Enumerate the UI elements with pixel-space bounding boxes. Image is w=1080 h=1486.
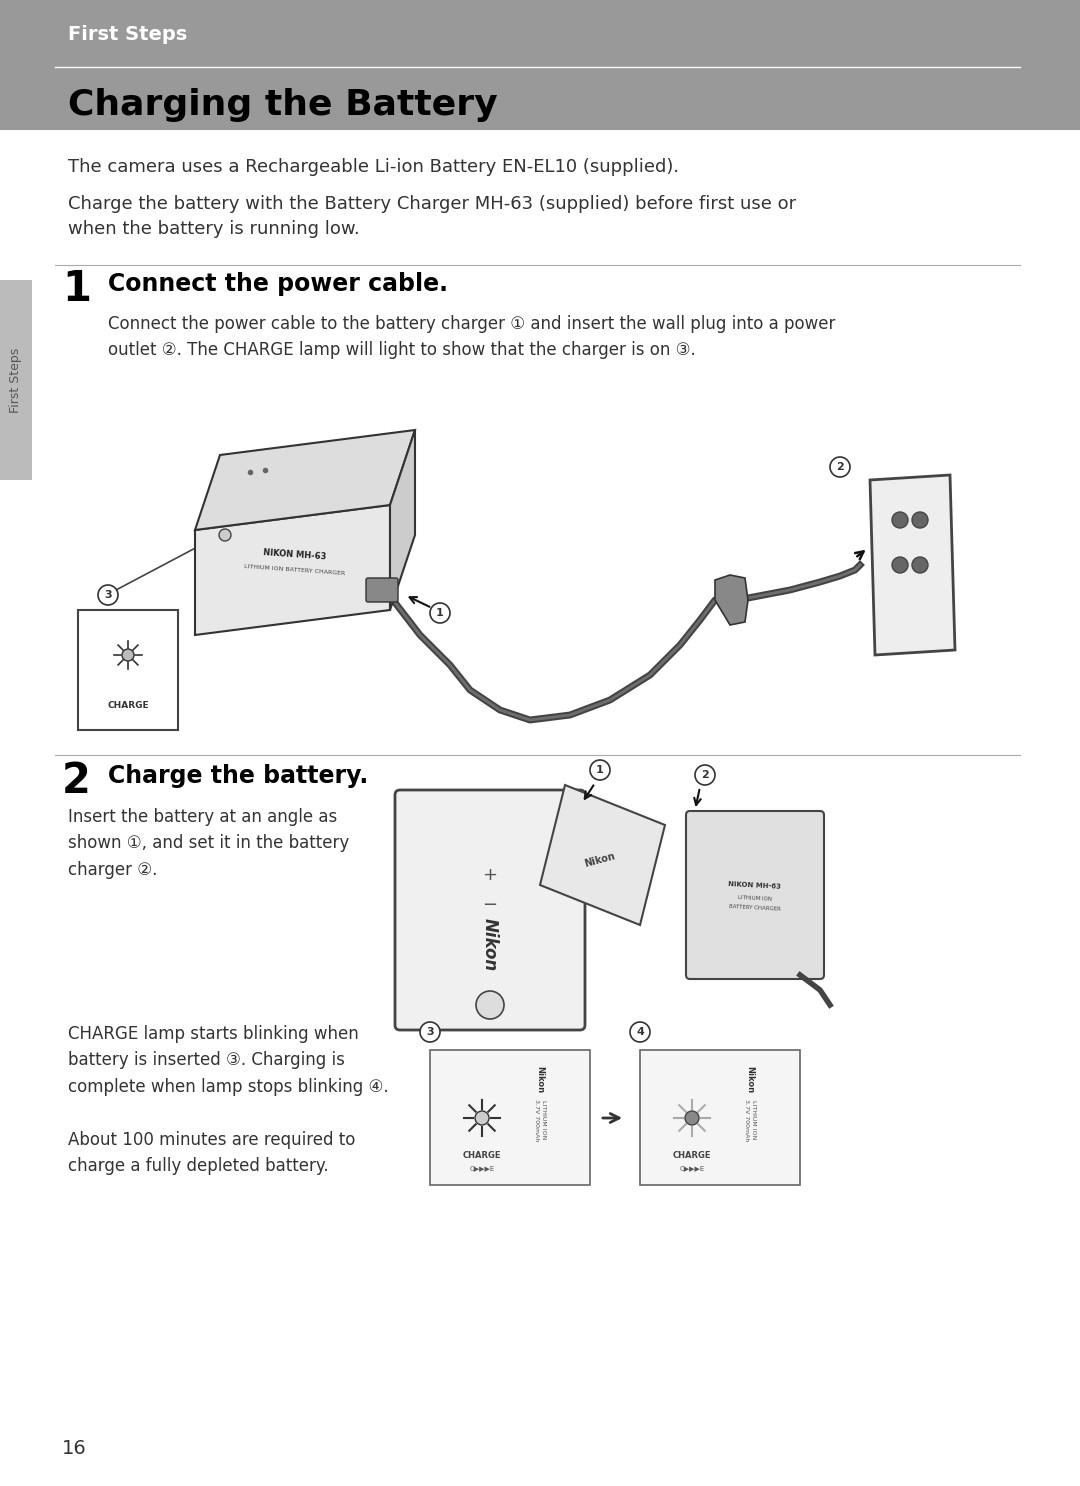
FancyArrowPatch shape	[694, 789, 701, 805]
Text: BATTERY CHARGER: BATTERY CHARGER	[729, 903, 781, 912]
Text: C▶▶▶E: C▶▶▶E	[470, 1165, 495, 1171]
Bar	[0, 279, 32, 480]
Circle shape	[630, 1022, 650, 1042]
Circle shape	[98, 585, 118, 605]
Text: CHARGE: CHARGE	[107, 700, 149, 709]
Polygon shape	[195, 505, 390, 635]
Text: 1: 1	[436, 608, 444, 618]
Text: LITHIUM ION: LITHIUM ION	[738, 895, 772, 902]
Circle shape	[831, 458, 850, 477]
Text: Nikon: Nikon	[536, 1067, 544, 1094]
Text: LITHIUM ION
3.7V 700mAh: LITHIUM ION 3.7V 700mAh	[744, 1098, 756, 1141]
FancyBboxPatch shape	[395, 791, 585, 1030]
Text: CHARGE: CHARGE	[462, 1150, 501, 1159]
Polygon shape	[715, 575, 748, 626]
Text: +: +	[483, 866, 498, 884]
Text: The camera uses a Rechargeable Li-ion Battery EN-EL10 (supplied).: The camera uses a Rechargeable Li-ion Ba…	[68, 158, 679, 175]
Text: Charging the Battery: Charging the Battery	[68, 88, 498, 122]
Circle shape	[892, 557, 908, 574]
Polygon shape	[540, 785, 665, 924]
Text: First Steps: First Steps	[10, 348, 23, 413]
Bar	[640, 1051, 800, 1184]
Bar	[0, 0, 1080, 129]
Circle shape	[590, 759, 610, 780]
Text: 2: 2	[701, 770, 708, 780]
Bar	[78, 609, 178, 730]
FancyArrowPatch shape	[584, 785, 594, 798]
FancyBboxPatch shape	[686, 811, 824, 979]
Text: 1: 1	[596, 765, 604, 776]
Polygon shape	[390, 429, 415, 609]
Text: First Steps: First Steps	[68, 25, 187, 45]
Circle shape	[122, 649, 134, 661]
FancyBboxPatch shape	[366, 578, 399, 602]
Polygon shape	[195, 429, 415, 531]
Circle shape	[696, 765, 715, 785]
Text: Charge the battery with the Battery Charger MH-63 (supplied) before first use or: Charge the battery with the Battery Char…	[68, 195, 796, 238]
Text: 3: 3	[104, 590, 112, 600]
Text: Connect the power cable.: Connect the power cable.	[108, 272, 448, 296]
Polygon shape	[870, 476, 955, 655]
Text: LITHIUM ION
3.7V 700mAh: LITHIUM ION 3.7V 700mAh	[535, 1098, 545, 1141]
Bar	[430, 1051, 590, 1184]
Circle shape	[476, 991, 504, 1019]
Text: −: −	[483, 896, 498, 914]
Text: CHARGE: CHARGE	[673, 1150, 712, 1159]
Text: Charge the battery.: Charge the battery.	[108, 764, 368, 788]
Circle shape	[430, 603, 450, 623]
Circle shape	[475, 1112, 489, 1125]
Circle shape	[420, 1022, 440, 1042]
Text: 16: 16	[62, 1438, 86, 1458]
FancyArrowPatch shape	[855, 551, 864, 559]
Text: NIKON MH-63: NIKON MH-63	[264, 548, 327, 562]
Circle shape	[685, 1112, 699, 1125]
Circle shape	[219, 529, 231, 541]
Text: 3: 3	[427, 1027, 434, 1037]
Text: CHARGE lamp starts blinking when
battery is inserted ③. Charging is
complete whe: CHARGE lamp starts blinking when battery…	[68, 1025, 389, 1175]
Text: C▶▶▶E: C▶▶▶E	[679, 1165, 704, 1171]
Text: Nikon: Nikon	[583, 851, 617, 869]
Text: Insert the battery at an angle as
shown ①, and set it in the battery
charger ②.: Insert the battery at an angle as shown …	[68, 808, 349, 878]
FancyArrowPatch shape	[409, 597, 430, 606]
Text: 4: 4	[636, 1027, 644, 1037]
Text: LITHIUM ION BATTERY CHARGER: LITHIUM ION BATTERY CHARGER	[244, 565, 346, 577]
FancyArrowPatch shape	[603, 1113, 619, 1122]
Text: 2: 2	[836, 462, 843, 473]
Text: Nikon: Nikon	[745, 1067, 755, 1094]
Text: 1: 1	[62, 267, 91, 311]
Text: Nikon: Nikon	[481, 918, 499, 972]
Circle shape	[892, 513, 908, 528]
Circle shape	[912, 557, 928, 574]
Text: 2: 2	[62, 759, 91, 802]
Text: NIKON MH-63: NIKON MH-63	[728, 881, 782, 890]
Circle shape	[912, 513, 928, 528]
Text: Connect the power cable to the battery charger ① and insert the wall plug into a: Connect the power cable to the battery c…	[108, 315, 835, 360]
